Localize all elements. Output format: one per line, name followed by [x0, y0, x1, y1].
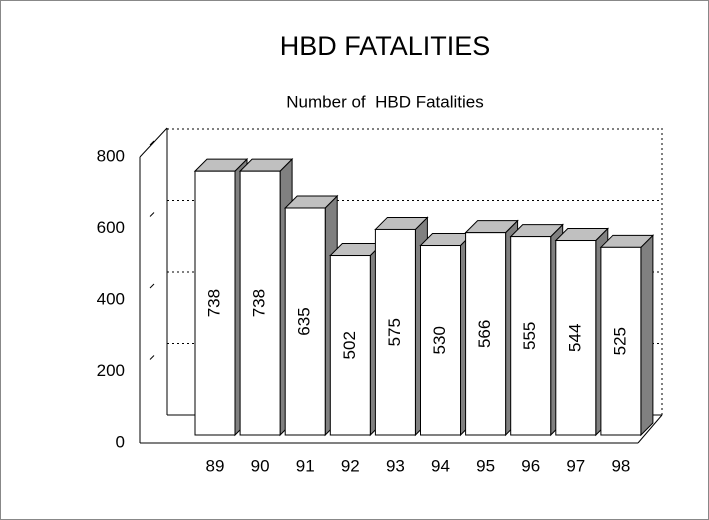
x-tick-label: 94 [431, 456, 450, 475]
bar [239, 170, 281, 436]
bar [329, 255, 371, 436]
chart-subtitle: Number of HBD Fatalities [286, 92, 483, 111]
data-label: 566 [475, 320, 494, 348]
x-tick-label: 92 [341, 456, 360, 475]
y-tick-label: 800 [97, 146, 125, 165]
left-wall-top [139, 127, 168, 158]
x-tick-label: 90 [251, 456, 270, 475]
bar-side [640, 234, 654, 437]
data-label: 530 [430, 326, 449, 354]
data-label: 575 [385, 318, 404, 346]
data-label: 738 [204, 289, 223, 317]
bar [465, 232, 507, 436]
y-tick-label: 400 [97, 289, 125, 308]
x-tick-label: 93 [386, 456, 405, 475]
wall-grid-tick [149, 140, 155, 146]
y-tick-label: 200 [97, 361, 125, 380]
bar [600, 246, 642, 436]
y-tick-label: 600 [97, 218, 125, 237]
x-tick-label: 95 [476, 456, 495, 475]
x-tick-label: 96 [521, 456, 540, 475]
data-label: 635 [295, 307, 314, 335]
bar [420, 245, 461, 436]
wall-grid-tick [149, 355, 155, 360]
bar [374, 228, 416, 436]
data-label: 555 [520, 322, 539, 350]
bar [555, 240, 597, 436]
x-tick-label: 97 [566, 456, 585, 475]
data-label: 502 [340, 331, 359, 359]
floor-right [637, 414, 663, 444]
bar [510, 236, 552, 436]
bar [194, 170, 236, 436]
chart-title: HBD FATALITIES [280, 31, 491, 61]
wall-grid-tick [149, 212, 155, 217]
wall-grid-tick [149, 283, 155, 289]
data-label: 738 [250, 289, 269, 317]
y-tick-label: 0 [116, 432, 125, 451]
data-label: 544 [565, 324, 584, 352]
x-tick-label: 89 [206, 456, 225, 475]
bar [284, 207, 326, 436]
x-tick-label: 98 [611, 456, 630, 475]
x-tick-label: 91 [296, 456, 315, 475]
data-label: 525 [610, 327, 629, 355]
